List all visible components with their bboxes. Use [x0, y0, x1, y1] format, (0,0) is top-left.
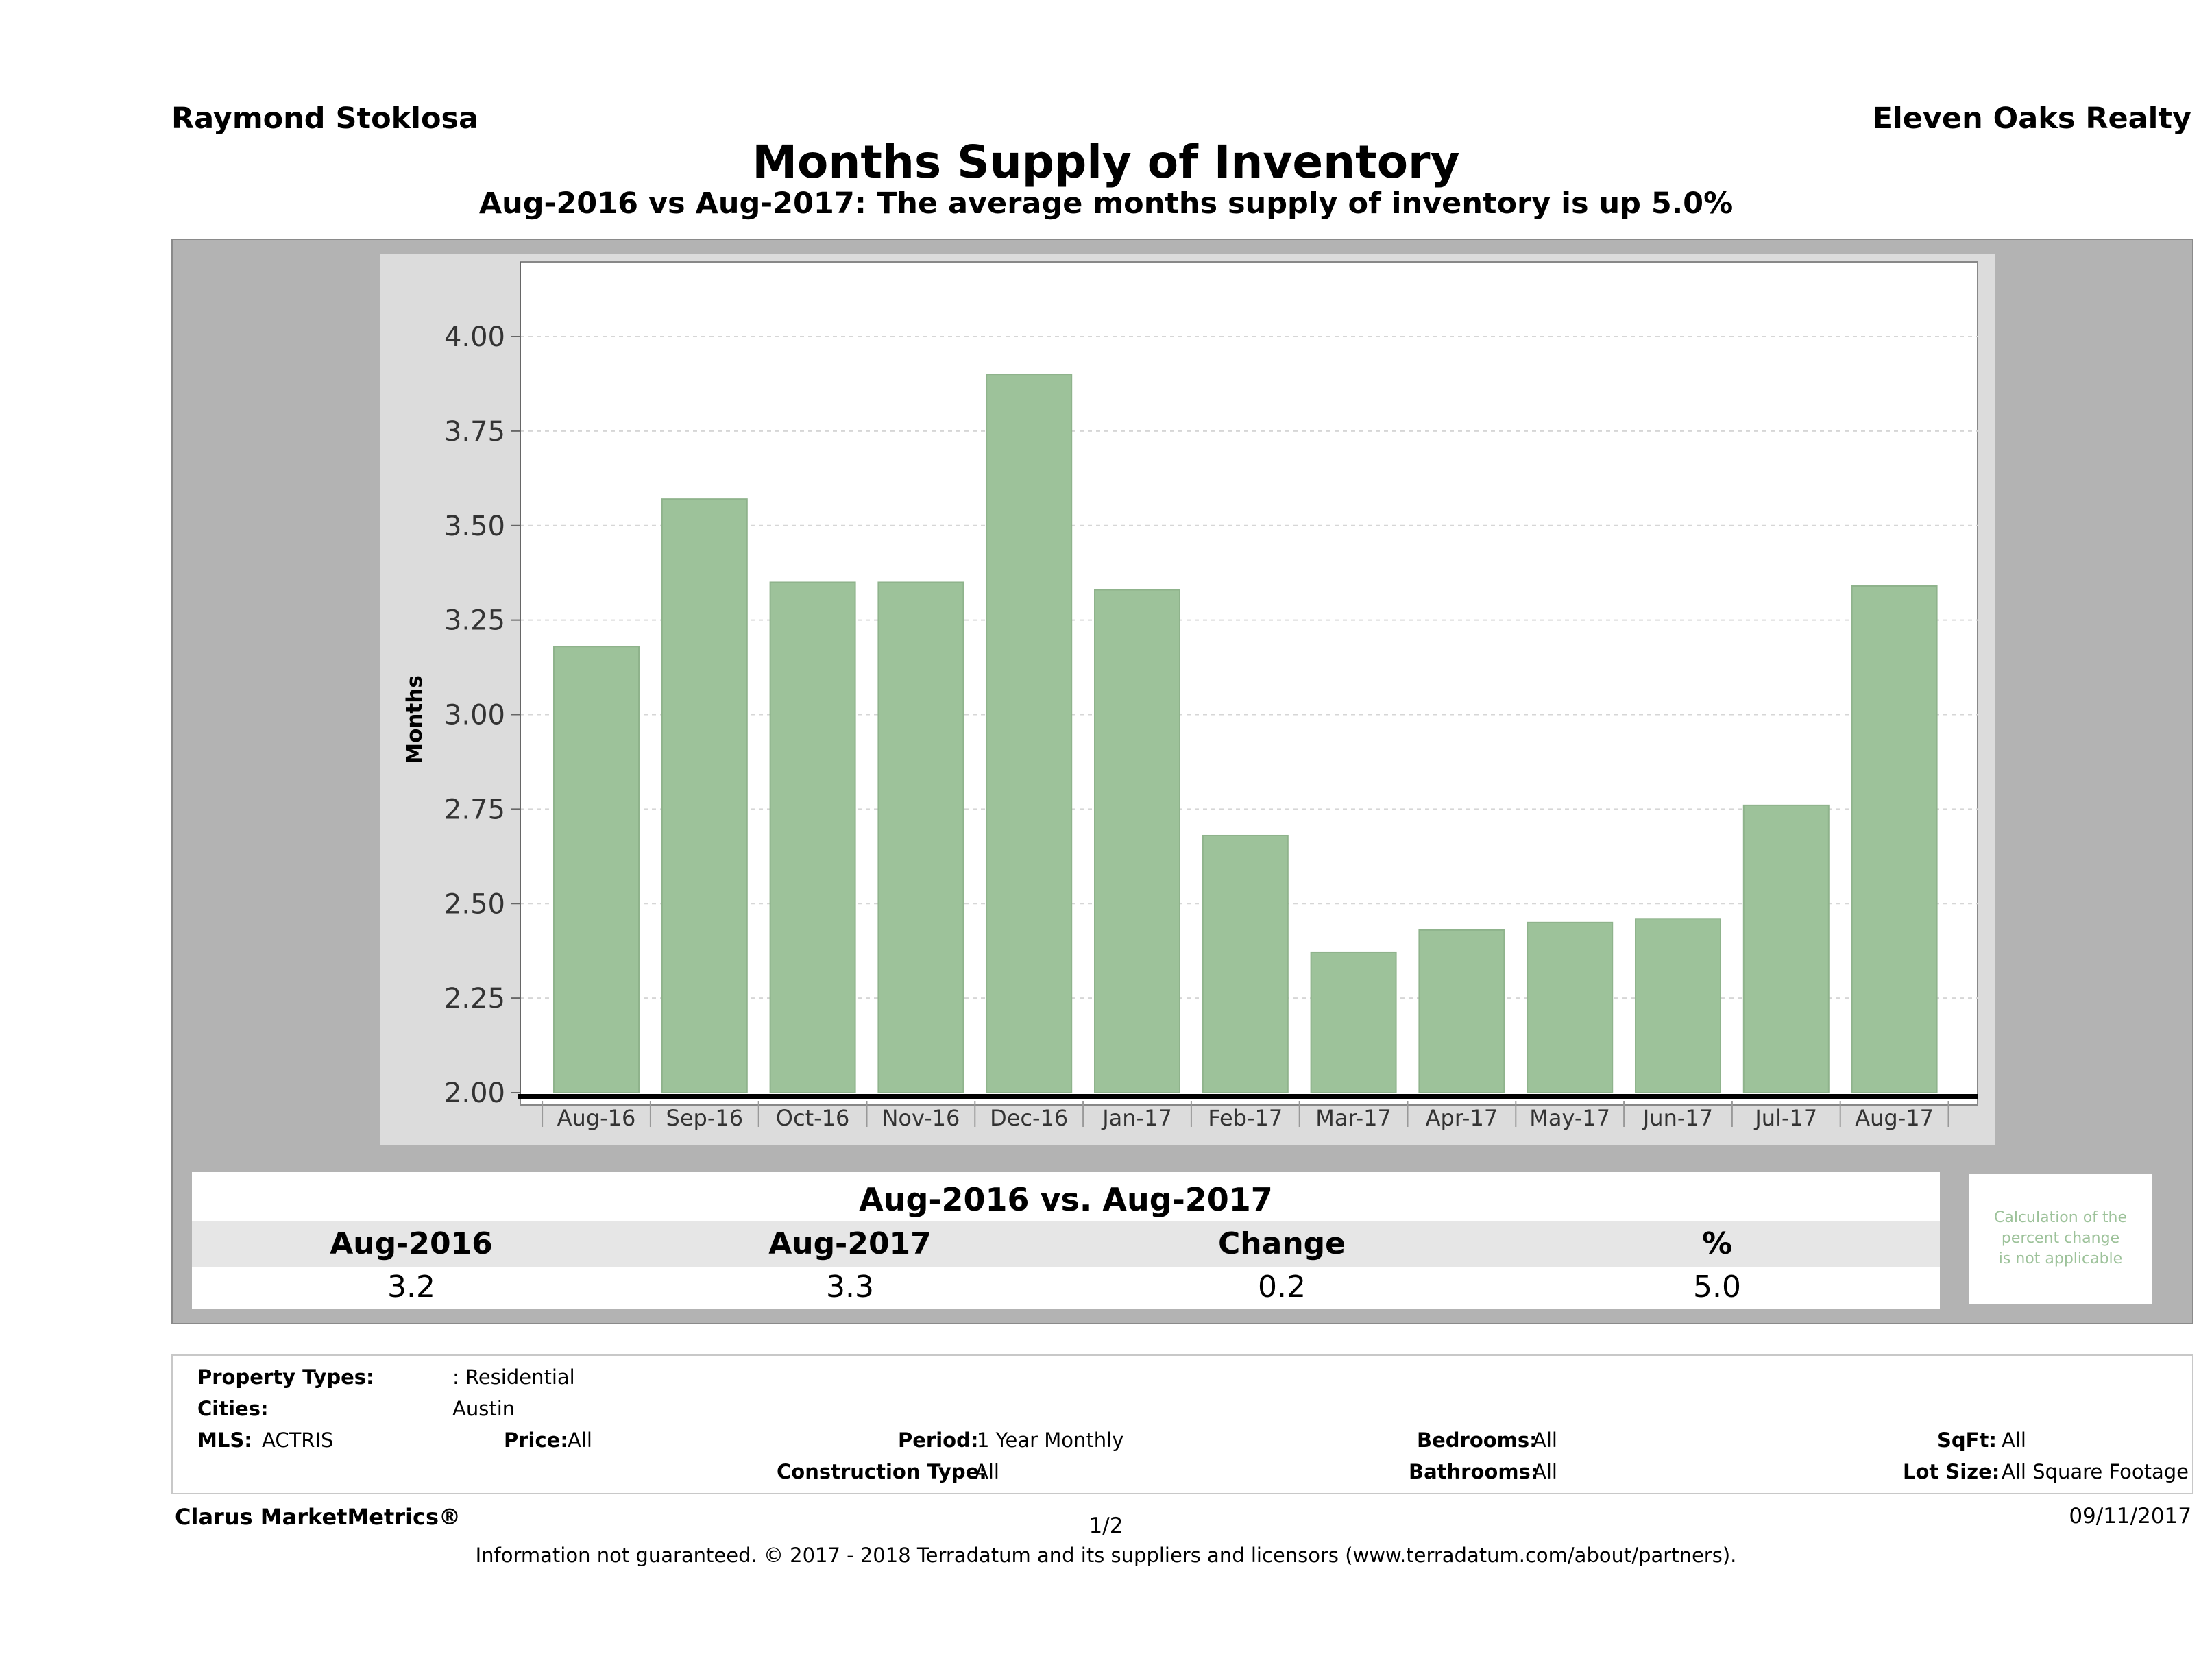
mls-label: MLS:: [197, 1428, 252, 1452]
y-tick-label: 3.75: [444, 416, 505, 448]
mls-value: ACTRIS: [262, 1428, 334, 1452]
property-types-label: Property Types:: [197, 1365, 374, 1389]
bar-jan-17: [1094, 589, 1180, 1093]
col-header-percent: %: [1701, 1226, 1733, 1261]
col-header-change: Change: [1218, 1226, 1346, 1261]
bar-chart: 2.00 2.25 2.50 2.75 3.00 3.25 3.50 3.75 4.00 Aug…: [402, 261, 1978, 1131]
agent-name: Raymond Stoklosa: [171, 101, 479, 136]
filters-box: [171, 1354, 2193, 1494]
y-tick-label: 3.00: [444, 700, 505, 731]
x-tick-label: Oct-16: [776, 1105, 850, 1131]
price-label: Price:: [504, 1428, 568, 1452]
x-tick-label: Jun-17: [1642, 1105, 1713, 1131]
bedrooms-value: All: [1533, 1428, 1557, 1452]
col-header-aug-2017: Aug-2017: [768, 1226, 932, 1261]
y-axis-ticks: 2.00 2.25 2.50 2.75 3.00 3.25 3.50 3.75 4.00: [444, 321, 520, 1109]
y-tick-label: 2.75: [444, 794, 505, 825]
x-tick-label: Jul-17: [1753, 1105, 1817, 1131]
bar-aug-17: [1851, 585, 1938, 1093]
chart-title: Months Supply of Inventory: [752, 136, 1460, 189]
bar-oct-16: [769, 581, 856, 1094]
company-name: Eleven Oaks Realty: [1872, 101, 2191, 136]
lot-size-label: Lot Size:: [1903, 1460, 2000, 1483]
bar-aug-16: [553, 646, 640, 1093]
bathrooms-label: Bathrooms:: [1409, 1460, 1539, 1483]
value-percent: 5.0: [1693, 1269, 1741, 1304]
bar-jun-17: [1635, 918, 1721, 1093]
cities-value: Austin: [452, 1397, 515, 1420]
x-axis-ticks: Aug-16 Sep-16 Oct-16 Nov-16 Dec-16 Jan-17 Feb-…: [542, 1101, 1949, 1131]
period-label: Period:: [898, 1428, 979, 1452]
bar-may-17: [1527, 921, 1614, 1094]
y-tick-label: 2.25: [444, 983, 505, 1014]
value-aug-2017: 3.3: [826, 1269, 874, 1304]
x-tick-label: Aug-16: [557, 1105, 636, 1131]
y-tick-label: 2.00: [444, 1078, 505, 1109]
value-change: 0.2: [1258, 1269, 1306, 1304]
bar-apr-17: [1418, 929, 1505, 1093]
lot-size-value: All Square Footage: [2002, 1460, 2189, 1483]
price-value: All: [568, 1428, 592, 1452]
percent-change-note: Calculation of the percent change is not…: [1969, 1208, 2152, 1269]
x-tick-label: Apr-17: [1426, 1105, 1498, 1131]
x-tick-label: Sep-16: [666, 1105, 744, 1131]
comparison-header-row: [192, 1221, 1940, 1267]
x-tick-label: Dec-16: [990, 1105, 1068, 1131]
bedrooms-label: Bedrooms:: [1417, 1428, 1538, 1452]
property-types-value: : Residential: [452, 1365, 575, 1389]
chart-subtitle: Aug-2016 vs Aug-2017: The average months…: [478, 186, 1734, 221]
comparison-title: Aug-2016 vs. Aug-2017: [859, 1181, 1273, 1218]
value-aug-2016: 3.2: [387, 1269, 435, 1304]
bathrooms-value: All: [1533, 1460, 1557, 1483]
cities-label: Cities:: [197, 1397, 269, 1420]
construction-type-value: All: [975, 1460, 999, 1483]
bar-dec-16: [986, 374, 1073, 1093]
col-header-aug-2016: Aug-2016: [330, 1226, 493, 1261]
disclaimer: Information not guaranteed. © 2017 - 201…: [475, 1544, 1737, 1567]
bars: [553, 374, 1938, 1094]
y-tick-label: 3.25: [444, 605, 505, 637]
report-date: 09/11/2017: [2069, 1504, 2191, 1529]
construction-type-label: Construction Type:: [777, 1460, 987, 1483]
brand-name: Clarus MarketMetrics®: [175, 1504, 461, 1530]
sqft-value: All: [2002, 1428, 2026, 1452]
y-tick-label: 2.50: [444, 888, 505, 920]
note-box: [1969, 1174, 2152, 1304]
bar-mar-17: [1310, 951, 1397, 1093]
y-tick-label: 3.50: [444, 511, 505, 542]
bar-feb-17: [1202, 834, 1289, 1093]
note-line-3: is not applicable: [1998, 1250, 2123, 1267]
x-tick-label: Aug-17: [1855, 1105, 1934, 1131]
bar-sep-16: [661, 498, 748, 1093]
note-line-2: percent change: [2001, 1230, 2120, 1247]
x-tick-label: Feb-17: [1208, 1105, 1283, 1131]
x-tick-label: Nov-16: [882, 1105, 960, 1131]
y-axis-label: Months: [402, 675, 427, 764]
period-value: 1 Year Monthly: [977, 1428, 1124, 1452]
sqft-label: SqFt:: [1937, 1428, 1997, 1452]
y-tick-label: 4.00: [444, 321, 505, 353]
x-tick-label: Mar-17: [1315, 1105, 1391, 1131]
note-line-1: Calculation of the: [1993, 1209, 2128, 1226]
bar-nov-16: [877, 581, 964, 1094]
page-number: 1/2: [1089, 1513, 1123, 1538]
x-tick-label: May-17: [1529, 1105, 1610, 1131]
bar-jul-17: [1742, 804, 1830, 1093]
x-tick-label: Jan-17: [1101, 1105, 1172, 1131]
